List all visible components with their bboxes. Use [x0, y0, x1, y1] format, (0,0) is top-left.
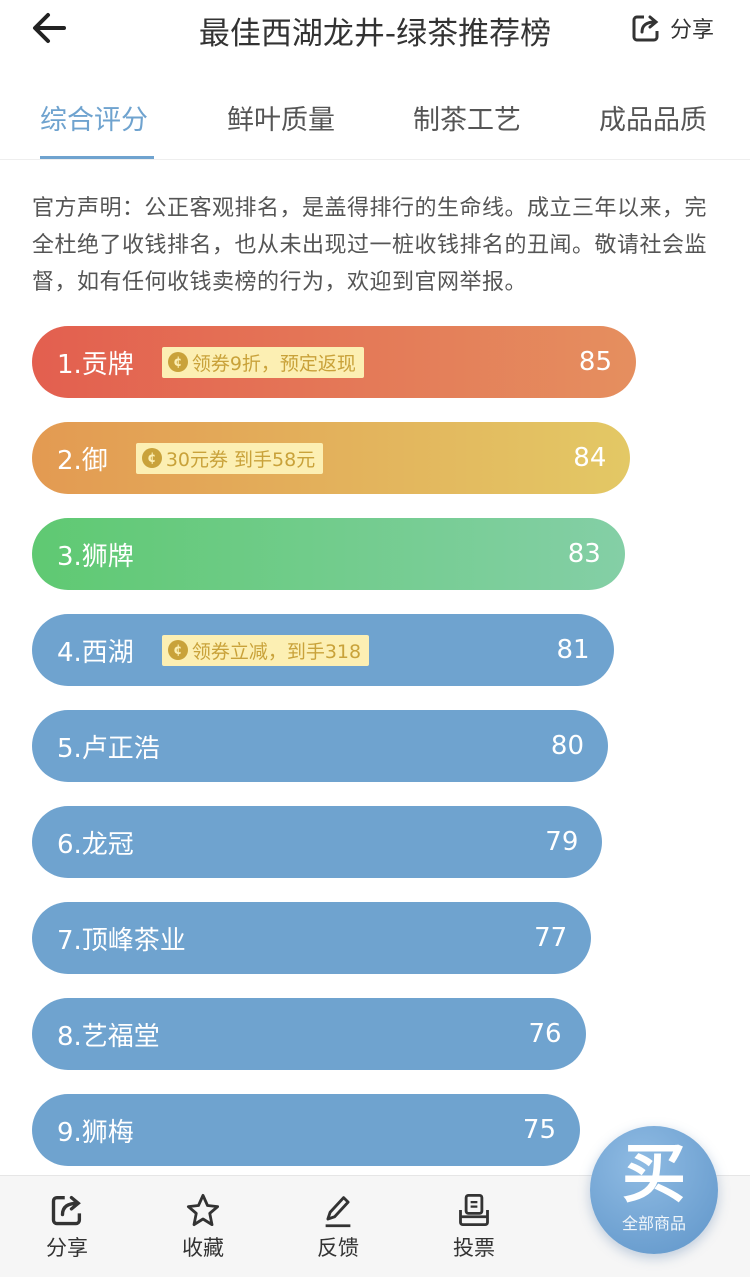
header: 最佳西湖龙井-绿茶推荐榜 分享	[0, 0, 750, 60]
coupon-badge[interactable]: ¢ 领券立减，到手318	[161, 634, 370, 666]
score: 75	[522, 1115, 556, 1145]
all-products-label: 全部商品	[621, 1214, 686, 1233]
ranking-item[interactable]: 2.御 ¢ 30元券 到手58元 84	[32, 422, 631, 494]
coupon-icon: ¢	[167, 352, 188, 372]
coupon-badge[interactable]: ¢ 领券9折，预定返现	[161, 346, 364, 378]
ranking-item[interactable]: 5.卢正浩 80	[32, 710, 608, 782]
all-products-button[interactable]: 买 全部商品	[590, 1126, 718, 1254]
coupon-text: 30元券 到手58元	[165, 448, 316, 471]
back-arrow-icon[interactable]	[30, 10, 70, 46]
share-icon	[632, 15, 659, 42]
brand-name: 1.贡牌	[57, 349, 134, 380]
ranking-item[interactable]: 3.狮牌 83	[32, 518, 625, 590]
brand-name: 4.西湖	[57, 637, 134, 668]
feedback-button[interactable]: 反馈	[298, 1192, 378, 1262]
score: 84	[573, 443, 607, 473]
score: 79	[545, 827, 579, 857]
share-icon	[51, 1195, 82, 1226]
ranking-item[interactable]: 1.贡牌 ¢ 领券9折，预定返现 85	[32, 326, 636, 398]
score: 76	[528, 1019, 562, 1049]
brand-name: 5.卢正浩	[57, 733, 160, 764]
score: 81	[556, 635, 590, 665]
star-icon	[186, 1193, 220, 1227]
brand-name: 9.狮梅	[57, 1117, 134, 1148]
brand-name: 7.顶峰茶业	[57, 925, 186, 956]
feedback-label: 反馈	[317, 1236, 359, 1260]
coupon-icon: ¢	[167, 640, 188, 660]
coupon-text: 领券9折，预定返现	[191, 352, 356, 375]
share-button[interactable]: 分享	[630, 12, 714, 44]
favorite-button[interactable]: 收藏	[163, 1192, 243, 1262]
coupon-icon: ¢	[141, 448, 162, 468]
score: 85	[578, 347, 612, 377]
tab-product-quality[interactable]: 成品品质	[599, 105, 707, 136]
brand-name: 6.龙冠	[57, 829, 134, 860]
vote-label: 投票	[453, 1236, 495, 1260]
share-label: 分享	[669, 18, 714, 43]
share-label: 分享	[46, 1236, 88, 1260]
tab-leaf-quality[interactable]: 鲜叶质量	[227, 105, 335, 136]
score: 83	[567, 539, 601, 569]
score: 77	[534, 923, 568, 953]
ranking-item[interactable]: 7.顶峰茶业 77	[32, 902, 592, 974]
pencil-icon	[325, 1196, 351, 1228]
tab-bar: 综合评分 鲜叶质量 制茶工艺 成品品质	[0, 90, 750, 160]
official-notice: 官方声明：公正客观排名，是盖得排行的生命线。成立三年以来，完全杜绝了收钱排名，也…	[32, 196, 708, 295]
brand-name: 3.狮牌	[57, 541, 134, 572]
coupon-text: 领券立减，到手318	[191, 640, 362, 663]
tab-craft[interactable]: 制茶工艺	[413, 105, 521, 136]
favorite-label: 收藏	[182, 1236, 224, 1260]
brand-name: 8.艺福堂	[57, 1021, 160, 1052]
coupon-badge[interactable]: ¢ 30元券 到手58元	[135, 442, 324, 474]
bottom-share-button[interactable]: 分享	[27, 1192, 107, 1262]
page-title: 最佳西湖龙井-绿茶推荐榜	[198, 16, 552, 52]
ranking-item[interactable]: 4.西湖 ¢ 领券立减，到手318 81	[32, 614, 614, 686]
score: 80	[550, 731, 584, 761]
active-tab-indicator	[40, 156, 154, 159]
vote-button[interactable]: 投票	[434, 1192, 514, 1262]
brand-name: 2.御	[57, 445, 108, 476]
ballot-icon	[459, 1193, 489, 1227]
ranking-item[interactable]: 9.狮梅 75	[32, 1094, 580, 1166]
buy-glyph: 买	[622, 1138, 686, 1212]
ranking-item[interactable]: 6.龙冠 79	[32, 806, 603, 878]
ranking-item[interactable]: 8.艺福堂 76	[32, 998, 586, 1070]
tab-overall[interactable]: 综合评分	[40, 105, 148, 136]
